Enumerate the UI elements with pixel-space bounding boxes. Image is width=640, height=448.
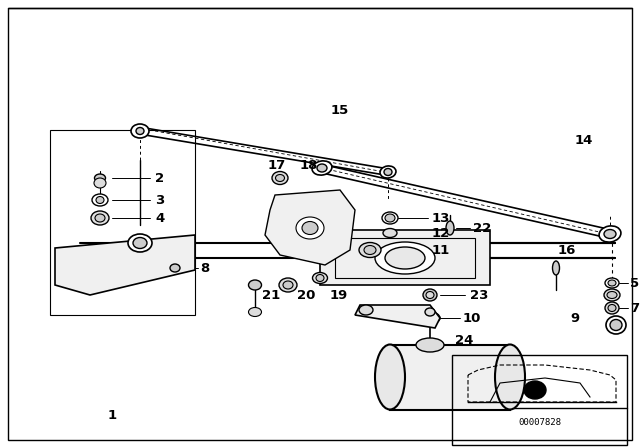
Ellipse shape (423, 313, 437, 323)
Ellipse shape (420, 312, 440, 324)
Ellipse shape (312, 161, 332, 175)
Ellipse shape (416, 338, 444, 352)
Ellipse shape (91, 211, 109, 225)
Bar (452, 355, 627, 445)
Ellipse shape (524, 381, 546, 399)
Ellipse shape (385, 214, 395, 222)
Text: 9: 9 (570, 311, 579, 324)
Text: 15: 15 (331, 103, 349, 116)
Ellipse shape (425, 308, 435, 316)
Bar (390, 345, 510, 410)
Ellipse shape (96, 197, 104, 203)
Ellipse shape (94, 178, 106, 188)
Ellipse shape (283, 281, 293, 289)
Ellipse shape (302, 221, 318, 234)
Polygon shape (265, 190, 355, 265)
Text: 19: 19 (330, 289, 348, 302)
Ellipse shape (380, 166, 396, 178)
Text: 1: 1 (108, 409, 117, 422)
Ellipse shape (136, 128, 144, 134)
Ellipse shape (599, 226, 621, 242)
Text: 10: 10 (463, 311, 481, 324)
Ellipse shape (359, 305, 373, 315)
Ellipse shape (317, 164, 327, 172)
Ellipse shape (248, 280, 262, 290)
Ellipse shape (552, 261, 559, 275)
Ellipse shape (606, 316, 626, 334)
Text: 20: 20 (297, 289, 316, 302)
Ellipse shape (296, 217, 324, 239)
Ellipse shape (128, 234, 152, 252)
Ellipse shape (170, 264, 180, 272)
Text: 21: 21 (262, 289, 280, 302)
Text: 00007828: 00007828 (518, 418, 561, 426)
Ellipse shape (608, 305, 616, 311)
Ellipse shape (423, 289, 437, 301)
Text: 22: 22 (473, 221, 492, 234)
Ellipse shape (607, 292, 617, 298)
Ellipse shape (95, 214, 105, 222)
Ellipse shape (610, 319, 622, 331)
Ellipse shape (382, 212, 398, 224)
Ellipse shape (426, 292, 434, 298)
Ellipse shape (383, 228, 397, 237)
Ellipse shape (312, 272, 328, 284)
Ellipse shape (604, 229, 616, 238)
Ellipse shape (275, 175, 285, 181)
Polygon shape (55, 235, 195, 295)
Ellipse shape (384, 168, 392, 176)
Text: 24: 24 (455, 333, 474, 346)
Ellipse shape (385, 247, 425, 269)
Ellipse shape (279, 278, 297, 292)
Ellipse shape (605, 278, 619, 288)
Ellipse shape (375, 345, 405, 409)
Ellipse shape (605, 302, 619, 314)
Text: 4: 4 (155, 211, 164, 224)
Ellipse shape (364, 246, 376, 254)
Text: 8: 8 (200, 262, 209, 275)
Ellipse shape (608, 280, 616, 286)
Ellipse shape (495, 345, 525, 409)
Polygon shape (320, 230, 490, 285)
Ellipse shape (375, 242, 435, 274)
Ellipse shape (248, 307, 262, 316)
Ellipse shape (359, 242, 381, 258)
Text: 3: 3 (155, 194, 164, 207)
Text: 5: 5 (630, 276, 639, 289)
Text: 2: 2 (155, 172, 164, 185)
Ellipse shape (92, 194, 108, 206)
Ellipse shape (133, 237, 147, 249)
Ellipse shape (272, 172, 288, 185)
Text: 18: 18 (300, 159, 318, 172)
Ellipse shape (316, 275, 324, 281)
Text: 23: 23 (470, 289, 488, 302)
Ellipse shape (131, 124, 149, 138)
Text: 16: 16 (558, 244, 577, 257)
Text: 13: 13 (432, 211, 451, 224)
Text: 14: 14 (575, 134, 593, 146)
Bar (50, 130, 195, 315)
Ellipse shape (95, 174, 106, 182)
Polygon shape (355, 305, 440, 328)
Text: 7: 7 (630, 302, 639, 314)
Text: 17: 17 (268, 159, 286, 172)
Ellipse shape (446, 221, 454, 235)
Ellipse shape (604, 289, 620, 301)
Text: 11: 11 (432, 244, 451, 257)
Text: 12: 12 (432, 227, 451, 240)
